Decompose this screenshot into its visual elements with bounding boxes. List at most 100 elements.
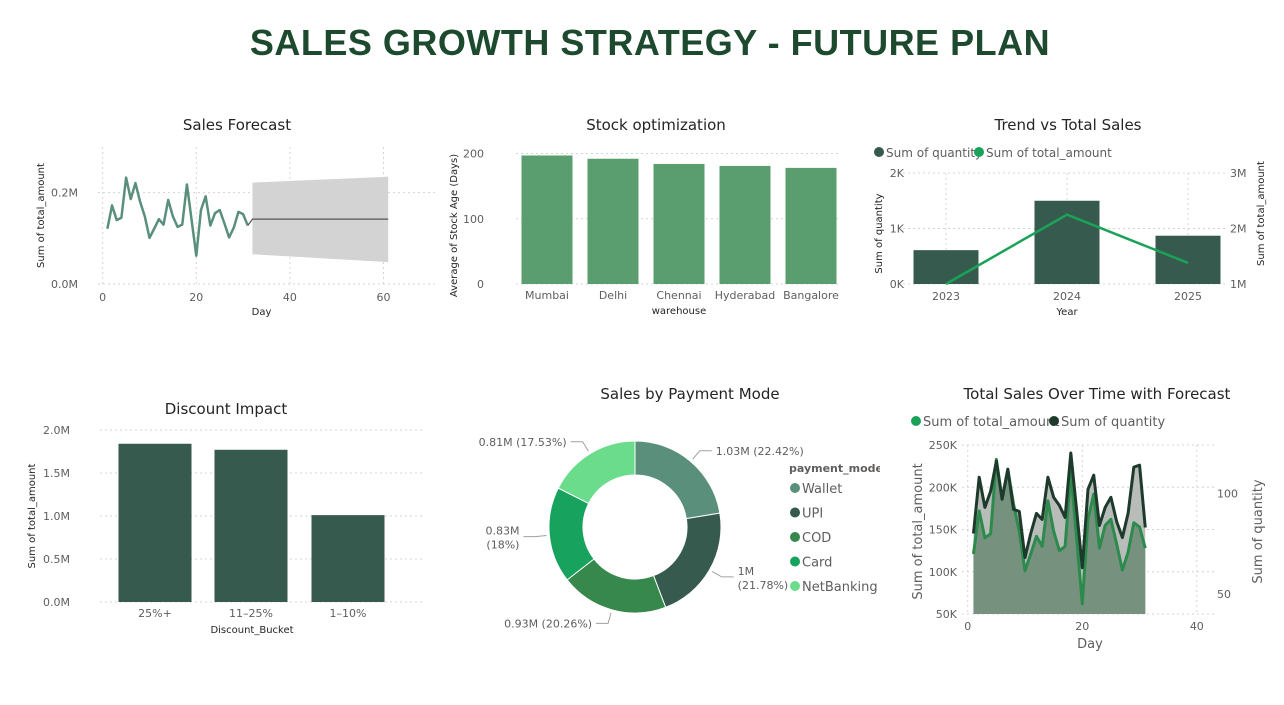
legend-label: Card [802,556,832,571]
x-tick-label: 20 [189,291,203,304]
y-axis-label: Sum of total_amount [27,463,38,568]
x-tick-label: Bangalore [783,289,839,302]
y-tick-label: 0.2M [51,187,78,200]
bar [913,250,979,284]
legend-label: Sum of total_amount [986,146,1112,160]
bar [719,165,771,284]
y-tick-label: 100K [929,566,958,579]
legend-marker [790,581,800,591]
legend-label: Wallet [802,482,842,497]
y-axis-label: Sum of total_amount [36,163,47,268]
series-line [971,451,1147,570]
legend-marker [790,556,800,567]
y-tick-label: 200K [929,481,958,494]
x-tick-label: 11–25% [229,607,273,620]
x-tick-label: 40 [283,291,297,304]
x-tick-label: Chennai [656,289,701,302]
y-tick-label: 50K [936,608,958,621]
y2-tick-label: 3M [1230,167,1247,180]
y-tick-label: 1.0M [43,510,70,523]
legend-label: COD [802,531,831,546]
legend-marker [790,507,800,518]
leader-line [570,441,589,452]
bar [521,155,573,284]
leader-line [711,570,734,578]
legend-marker [790,532,800,542]
y2-tick-label: 100 [1217,487,1238,500]
y-tick-label: 2K [890,167,905,180]
legend-marker [974,147,984,157]
x-axis-label: Discount_Bucket [210,625,293,636]
pie-slice [634,440,721,520]
x-tick-label: 2023 [932,290,960,303]
y-tick-label: 150K [929,524,958,537]
legend-marker [1049,416,1059,426]
bar [1155,235,1221,284]
y-tick-label: 0K [890,278,905,291]
payment-mode-chart: Sales by Payment Mode 1.03M (22.42%) 1M (21… [479,385,880,630]
y2-tick-label: 50 [1217,588,1231,601]
forecast-line [247,218,389,226]
pie-slice [557,440,636,505]
series-line [945,213,1189,286]
y2-tick-label: 2M [1230,223,1247,236]
bar [653,163,705,284]
stock-optimization-chart: Stock optimization 0 100 200 Mumbai Delhi Chen… [449,116,840,317]
leader-line [596,612,612,624]
x-tick-label: 20 [1075,620,1089,633]
legend-label: UPI [802,507,823,522]
y-tick-label: 100 [463,213,484,226]
total-sales-forecast-chart: Total Sales Over Time with Forecast Sum o… [911,385,1266,652]
x-tick-label: 1–10% [330,607,367,620]
chart-title: Sales by Payment Mode [600,385,779,403]
y-tick-label: 1K [890,223,905,236]
data-label: 1M (21.78%) [738,565,789,592]
discount-impact-chart: Discount Impact 0.0M 0.5M 1.0M 1.5M 2.0M 25%+ 1… [27,400,422,636]
y-tick-label: 0 [477,278,484,291]
chart-title: Sales Forecast [183,116,291,134]
legend-label: Sum of total_amount [923,415,1059,430]
y2-tick-label: 1M [1230,278,1247,291]
data-label: 1.03M (22.42%) [716,445,804,458]
legend-marker [790,483,800,493]
sales-forecast-chart: Sales Forecast 0.0M 0.2M 0 20 40 60 Day Sum of t… [36,116,435,318]
y-tick-label: 250K [929,439,958,452]
x-tick-label: 0 [99,291,106,304]
legend-label: Sum of quantity [886,146,982,160]
bar [214,449,288,602]
bar [1034,200,1100,284]
x-tick-label: 25%+ [138,607,172,620]
chart-title: Discount Impact [165,400,288,418]
y-tick-label: 200 [463,148,484,161]
y-axis-label: Sum of total_amount [911,463,926,599]
y-tick-label: 0.0M [43,596,70,609]
x-tick-label: 0 [964,620,971,633]
area-total-amount [973,459,1146,614]
chart-title: Stock optimization [586,116,726,134]
y-axis-label: Sum of quantity [874,193,885,273]
x-tick-label: Mumbai [525,289,569,302]
data-label: 0.83M (18%) [485,525,519,552]
bar [118,443,192,602]
x-axis-label: Year [1055,307,1078,318]
pie-slice [652,512,722,609]
y-tick-label: 0.5M [43,553,70,566]
bar [311,515,385,602]
legend-label: Sum of quantity [1061,415,1165,430]
data-label: 0.93M (20.26%) [504,617,592,630]
y2-axis-label: Sum of quantity [1251,479,1266,583]
legend-marker [874,147,884,157]
x-axis-label: Day [252,307,272,318]
x-tick-label: 60 [377,291,391,304]
x-tick-label: Delhi [599,289,627,302]
y-tick-label: 1.5M [43,467,70,480]
bar [785,167,837,284]
leader-line [692,450,712,460]
series-line [106,176,249,257]
legend-marker [911,416,921,426]
y-axis-label: Average of Stock Age (Days) [449,154,460,297]
x-axis-label: Day [1077,637,1103,652]
leader-line [523,535,547,538]
data-label: 0.81M (17.53%) [479,436,567,449]
y-tick-label: 2.0M [43,424,70,437]
